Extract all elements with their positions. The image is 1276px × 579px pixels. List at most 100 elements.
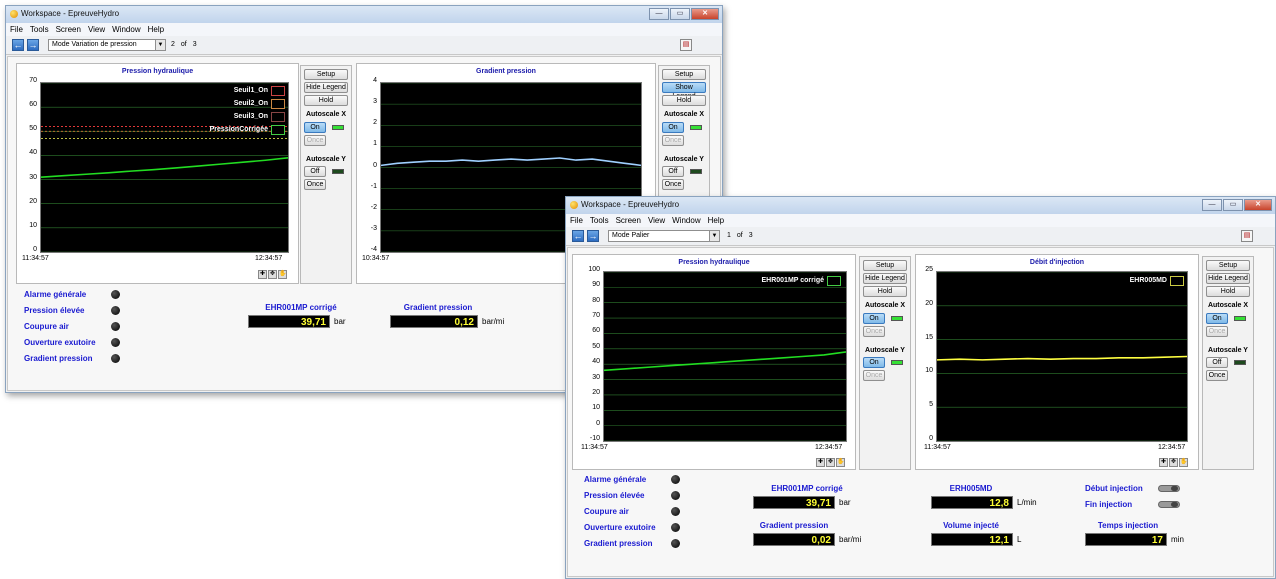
menu-screen[interactable]: Screen (615, 216, 641, 225)
menu-help[interactable]: Help (147, 25, 165, 34)
switch-debut-injection[interactable] (1158, 485, 1180, 492)
chart-legend[interactable]: EHR005MD (1130, 274, 1184, 287)
autoscale-x-led (690, 125, 702, 130)
autoscale-x-on-button[interactable]: On (662, 122, 684, 133)
alarm-label: Ouverture exutoire (24, 338, 96, 347)
pan-icon[interactable]: ✥ (268, 270, 277, 279)
pan-icon[interactable]: ✥ (1169, 458, 1178, 467)
minimize-button[interactable]: — (1202, 199, 1222, 211)
indicator-debit: ERH005MD 12,8 L/min (929, 484, 1059, 516)
menu-file[interactable]: File (570, 216, 583, 225)
back-arrow-icon[interactable]: ← (12, 39, 24, 51)
indicator-value: 12,8 (931, 496, 1013, 509)
chart-legend[interactable]: Seuil1_On Seuil2_On Seuil3_On PressionCo… (210, 84, 285, 136)
close-button[interactable]: ✕ (1244, 199, 1272, 211)
zoom-icon[interactable]: ✚ (1159, 458, 1168, 467)
hold-button[interactable]: Hold (662, 95, 706, 106)
y-tick-label: 0 (929, 435, 933, 442)
autoscale-y-once-button[interactable]: Once (1206, 370, 1228, 381)
cursor-icon[interactable]: ✋ (836, 458, 845, 467)
cursor-icon[interactable]: ✋ (1179, 458, 1188, 467)
menu-help[interactable]: Help (707, 216, 725, 225)
page-indicator: 2 of 3 (171, 41, 197, 48)
graph-tools: ✚ ✥ ✋ (815, 458, 845, 467)
pan-icon[interactable]: ✥ (826, 458, 835, 467)
setup-button[interactable]: Setup (863, 260, 907, 271)
forward-arrow-icon[interactable]: → (587, 230, 599, 242)
autoscale-x-once-button[interactable]: Once (1206, 326, 1228, 337)
cursor-icon[interactable]: ✋ (278, 270, 287, 279)
maximize-button[interactable]: ▭ (1223, 199, 1243, 211)
print-icon[interactable]: ▤ (680, 39, 692, 51)
back-arrow-icon[interactable]: ← (572, 230, 584, 242)
legend-toggle-button[interactable]: Show Legend (662, 82, 706, 100)
menu-window[interactable]: Window (672, 216, 701, 225)
indicator-unit: bar/mi (482, 317, 505, 326)
screen-select[interactable]: Mode Variation de pression ▼ (48, 39, 166, 51)
menu-view[interactable]: View (87, 25, 106, 34)
legend-swatch-yellow (1170, 275, 1184, 286)
autoscale-x-on-button[interactable]: On (304, 122, 326, 133)
minimize-button[interactable]: — (649, 8, 669, 20)
chart-plot-area[interactable] (936, 271, 1188, 442)
title-bar[interactable]: Workspace - EpreuveHydro — ▭ ✕ (566, 197, 1275, 214)
autoscale-y-once-button[interactable]: Once (304, 179, 326, 190)
chevron-down-icon[interactable]: ▼ (155, 40, 165, 50)
zoom-icon[interactable]: ✚ (258, 270, 267, 279)
chevron-down-icon[interactable]: ▼ (709, 231, 719, 241)
autoscale-x-on-button[interactable]: On (1206, 313, 1228, 324)
setup-button[interactable]: Setup (662, 69, 706, 80)
menu-tools[interactable]: Tools (29, 25, 49, 34)
setup-button[interactable]: Setup (304, 69, 348, 80)
y-tick-label: 10 (29, 221, 37, 229)
legend-item: Seuil1_On (210, 84, 285, 97)
autoscale-y-once-button[interactable]: Once (863, 370, 885, 381)
legend-swatch-green (271, 124, 285, 135)
chart-panel-pression: Pression hydraulique 100 90 80 70 60 50 40 30 20… (572, 254, 856, 470)
chart-plot-area[interactable] (603, 271, 847, 442)
autoscale-x-on-button[interactable]: On (863, 313, 885, 324)
hold-button[interactable]: Hold (304, 95, 348, 106)
indicator-value: 0,12 (390, 315, 478, 328)
hold-button[interactable]: Hold (863, 286, 907, 297)
autoscale-x-label: Autoscale X (305, 111, 347, 118)
autoscale-y-off-button[interactable]: Off (304, 166, 326, 177)
screen-select-value: Mode Variation de pression (52, 41, 137, 48)
hold-button[interactable]: Hold (1206, 286, 1250, 297)
menu-screen[interactable]: Screen (55, 25, 81, 34)
chart-title: Gradient pression (476, 68, 536, 75)
title-bar[interactable]: Workspace - EpreuveHydro — ▭ ✕ (6, 6, 722, 23)
autoscale-x-once-button[interactable]: Once (304, 135, 326, 146)
legend-toggle-button[interactable]: Hide Legend (304, 82, 348, 93)
window-title: Workspace - EpreuveHydro (21, 9, 120, 18)
menu-bar: File Tools Screen View Window Help (566, 214, 1275, 227)
switch-fin-injection[interactable] (1158, 501, 1180, 508)
legend-item: PressionCorrigée (210, 123, 285, 136)
chart-legend[interactable]: EHR001MP corrigé (761, 274, 841, 287)
autoscale-y-off-button[interactable]: Off (662, 166, 684, 177)
autoscale-y-label: Autoscale Y (664, 156, 704, 163)
menu-tools[interactable]: Tools (589, 216, 609, 225)
screen-select[interactable]: Mode Palier ▼ (608, 230, 720, 242)
chart-controls-pression: Setup Hide Legend Hold Autoscale X On On… (859, 256, 911, 470)
y-tick-label: 10 (925, 367, 933, 375)
menu-file[interactable]: File (10, 25, 23, 34)
maximize-button[interactable]: ▭ (670, 8, 690, 20)
autoscale-y-on-button[interactable]: On (863, 357, 885, 368)
menu-window[interactable]: Window (112, 25, 141, 34)
autoscale-y-off-button[interactable]: Off (1206, 357, 1228, 368)
print-icon[interactable]: ▤ (1241, 230, 1253, 242)
autoscale-y-once-button[interactable]: Once (662, 179, 684, 190)
y-tick-label: 0 (596, 419, 600, 427)
x-tick-end: 12:34:57 (815, 444, 843, 451)
zoom-icon[interactable]: ✚ (816, 458, 825, 467)
menu-view[interactable]: View (647, 216, 666, 225)
forward-arrow-icon[interactable]: → (27, 39, 39, 51)
legend-toggle-button[interactable]: Hide Legend (863, 273, 907, 284)
setup-button[interactable]: Setup (1206, 260, 1250, 271)
autoscale-x-once-button[interactable]: Once (662, 135, 684, 146)
close-button[interactable]: ✕ (691, 8, 719, 20)
autoscale-x-once-button[interactable]: Once (863, 326, 885, 337)
legend-toggle-button[interactable]: Hide Legend (1206, 273, 1250, 284)
chart-plot-area[interactable] (40, 82, 289, 253)
